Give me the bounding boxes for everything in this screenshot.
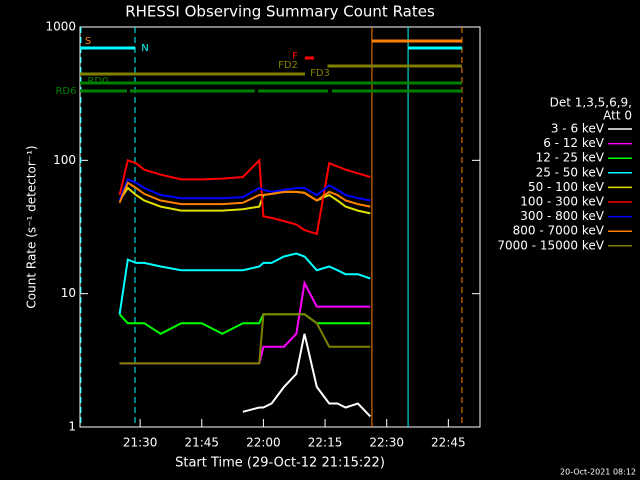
flag-label: N [141,43,148,54]
chart-title: RHESSI Observing Summary Count Rates [125,3,435,21]
x-tick-label: 22:15 [308,436,343,450]
legend-label: 800 - 7000 keV [513,224,605,238]
series-line [118,252,371,315]
flag-label: FD3 [310,68,330,79]
x-tick-label: 21:45 [184,436,219,450]
series-line [119,313,371,365]
flag-label: FD2 [278,60,298,71]
legend-label: 12 - 25 keV [536,151,605,165]
series-line [118,313,371,335]
flag-label: F [292,51,298,62]
flag-label: S [85,36,91,47]
series-line [118,181,371,208]
legend-label: 7000 - 15000 keV [497,238,604,252]
y-tick-label: 1 [68,420,76,434]
y-tick-label: 1000 [45,20,76,34]
x-tick-label: 22:00 [246,436,281,450]
flag-label: RD0 [87,76,108,87]
series-line [118,178,371,202]
series-line [118,186,371,215]
x-tick-label: 22:30 [369,436,404,450]
y-tick-label: 100 [53,153,76,167]
legend-label: 50 - 100 keV [528,180,605,194]
flag-label: RD6 [55,86,76,97]
legend-header: Det 1,3,5,6,9, [550,96,632,110]
x-axis-label: Start Time (29-Oct-12 21:15:22) [175,456,385,471]
series-line [242,333,372,418]
legend-label: 3 - 6 keV [551,122,605,136]
x-tick-label: 22:45 [431,436,466,450]
footer: 20-Oct-2021 08:12 [560,468,636,477]
legend-label: 6 - 12 keV [543,136,605,150]
x-tick-label: 21:30 [123,436,158,450]
y-tick-label: 10 [61,286,76,300]
legend-label: 25 - 50 keV [536,165,605,179]
y-axis-label: Count Rate (s⁻¹ detector⁻¹) [25,145,39,308]
legend-label: 300 - 800 keV [520,209,604,223]
series-line [118,158,371,236]
legend-header: Att 0 [603,109,632,123]
plot-frame [79,26,481,428]
legend-label: 100 - 300 keV [520,195,604,209]
